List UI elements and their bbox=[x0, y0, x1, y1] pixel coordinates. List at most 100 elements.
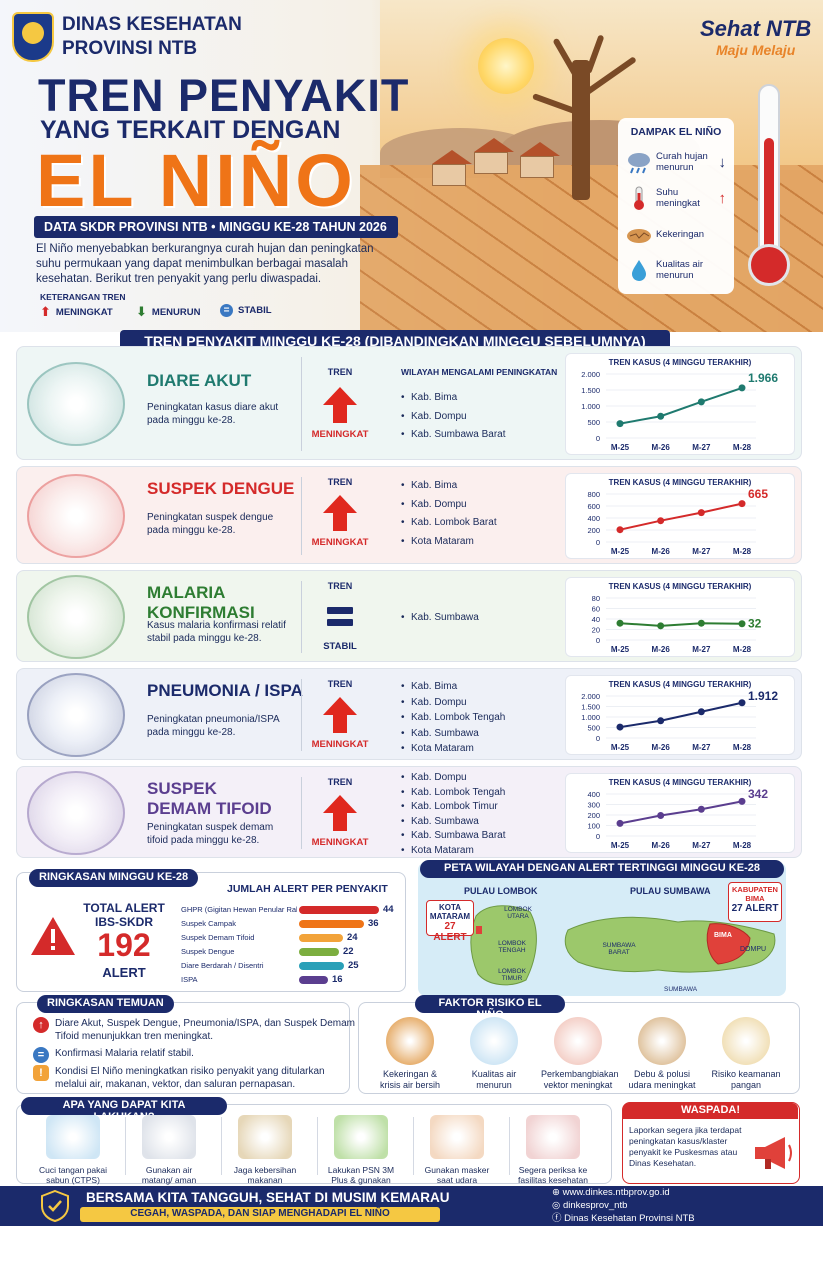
mosquito-icon bbox=[554, 1017, 602, 1065]
footer-instagram[interactable]: ◎ dinkesprov_ntb bbox=[552, 1199, 695, 1212]
bar-label: Suspek Demam Tifoid bbox=[181, 933, 255, 942]
region-item: Kab. Sumbawa Barat bbox=[399, 426, 506, 445]
website-link[interactable]: www.dinkes.ntbprov.go.id bbox=[562, 1187, 670, 1198]
trend-label: TREN bbox=[327, 581, 353, 591]
divider bbox=[301, 679, 302, 751]
main-title-line3: EL NIÑO bbox=[36, 139, 356, 222]
bars-title: JUMLAH ALERT PER PENYAKIT bbox=[227, 883, 388, 895]
facebook-link[interactable]: Dinas Kesehatan Provinsi NTB bbox=[564, 1213, 695, 1224]
regions-list: Kab. DompuKab. Lombok TengahKab. Lombok … bbox=[399, 771, 506, 858]
trend-value: MENINGKAT bbox=[311, 739, 369, 750]
region-label: SUMBAWA BARAT bbox=[602, 942, 636, 956]
series-line bbox=[619, 800, 743, 825]
house-icon bbox=[520, 142, 560, 178]
regions-header: WILAYAH MENGALAMI PENINGKATAN bbox=[401, 367, 558, 377]
logo-emblem bbox=[22, 22, 44, 44]
dampak-label: Kualitas air menurun bbox=[656, 259, 703, 281]
arrow-up-icon: ↑ bbox=[718, 189, 727, 207]
brand-tagline: Maju Melaju bbox=[716, 42, 796, 58]
disease-description: Peningkatan suspek demam tifoid pada min… bbox=[147, 822, 274, 846]
data-point bbox=[697, 805, 705, 813]
equals-icon bbox=[327, 607, 353, 626]
region-item: Kab. Bima bbox=[399, 389, 506, 408]
bar-label: Suspek Campak bbox=[181, 919, 237, 928]
alert-bar bbox=[299, 948, 339, 956]
legend-label: MENINGKAT bbox=[55, 306, 113, 318]
arrow-up-icon bbox=[323, 795, 357, 831]
footer-web[interactable]: ⊕ www.dinkes.ntbprov.go.id bbox=[552, 1186, 695, 1199]
trend-label: TREN bbox=[327, 477, 353, 487]
data-point bbox=[657, 517, 665, 525]
trend-value: MENINGKAT bbox=[311, 429, 369, 440]
faktor-item: Kualitas air menurun bbox=[457, 1017, 531, 1091]
faktor-label: Kekeringan & krisis air bersih bbox=[379, 1069, 440, 1090]
mataram-label: KOTA MATARAM bbox=[429, 903, 471, 921]
x-tick-label: M-26 bbox=[652, 547, 671, 556]
trend-label: TREN bbox=[327, 679, 353, 689]
disease-name: DIARE AKUT bbox=[147, 371, 252, 390]
y-tick-label: 0 bbox=[596, 434, 600, 443]
temuan-text: Diare Akut, Suspek Dengue, Pneumonia/ISP… bbox=[55, 1018, 355, 1042]
region-item: Kab. Lombok Timur bbox=[399, 800, 506, 815]
line-chart-svg: 2.000 1.500 1.000 500 0 M-25 M-26 M-27 M-28 1.966 bbox=[581, 370, 778, 452]
x-tick-label: M-28 bbox=[733, 443, 752, 452]
data-point bbox=[697, 509, 705, 517]
data-point bbox=[697, 708, 705, 716]
divider bbox=[301, 581, 302, 653]
y-tick-label: 200 bbox=[587, 526, 600, 535]
alert-bar bbox=[299, 920, 364, 928]
aksi-item: Cuci tangan pakai sabun (CTPS) bbox=[35, 1115, 111, 1185]
y-tick-label: 1.500 bbox=[581, 386, 600, 395]
alert-bar bbox=[299, 976, 328, 984]
waspada-panel: WASPADA! Laporkan segera jika terdapat p… bbox=[622, 1102, 800, 1184]
disease-card-suspek-dengue: SUSPEK DENGUE Peningkatan suspek dengue p… bbox=[16, 466, 802, 564]
region-item: Kab. Dompu bbox=[399, 496, 497, 515]
trend-chart: TREN KASUS (4 MINGGU TERAKHIR) 800 600 400 2… bbox=[565, 473, 795, 559]
y-tick-label: 500 bbox=[587, 418, 600, 427]
house-icon bbox=[432, 150, 472, 186]
map-panel: PETA WILAYAH DENGAN ALERT TERTINGGI MING… bbox=[418, 860, 786, 996]
x-tick-label: M-26 bbox=[652, 443, 671, 452]
x-tick-label: M-27 bbox=[692, 443, 711, 452]
hero-section: DINAS KESEHATAN PROVINSI NTB Sehat NTB M… bbox=[0, 0, 823, 332]
y-tick-label: 100 bbox=[587, 822, 600, 831]
instagram-link[interactable]: dinkesprov_ntb bbox=[562, 1200, 628, 1211]
footer-facebook[interactable]: ⓕ Dinas Kesehatan Provinsi NTB bbox=[552, 1212, 695, 1225]
region-item: Kab. Sumbawa Barat bbox=[399, 829, 506, 844]
y-tick-label: 1.000 bbox=[581, 402, 600, 411]
disease-card-suspek-demam-tifoid: SUSPEK DEMAM TIFOID Peningkatan suspek de… bbox=[16, 766, 802, 858]
trend-chart: TREN KASUS (4 MINGGU TERAKHIR) 80 60 40 20 0 M… bbox=[565, 577, 795, 657]
y-tick-label: 40 bbox=[592, 615, 600, 624]
dampak-item: Suhu meningkat ↑ bbox=[626, 180, 726, 216]
mataram-alert: 27 ALERT bbox=[433, 921, 467, 943]
last-value-label: 665 bbox=[748, 487, 768, 501]
dampak-item: Kekeringan bbox=[626, 216, 726, 252]
divider bbox=[125, 1117, 126, 1175]
faktor-label: Risiko keamanan pangan bbox=[711, 1069, 781, 1090]
dampak-label: Curah hujan menurun bbox=[656, 151, 708, 173]
y-tick-label: 1.500 bbox=[581, 703, 600, 712]
disease-name: PNEUMONIA / ISPA bbox=[147, 681, 303, 700]
y-tick-label: 400 bbox=[587, 790, 600, 799]
dead-tree-icon bbox=[572, 60, 590, 200]
dust-icon bbox=[638, 1017, 686, 1065]
disease-description: Peningkatan pneumonia/ISPA pada minggu k… bbox=[147, 714, 280, 738]
divider bbox=[317, 1117, 318, 1175]
map-title: PETA WILAYAH DENGAN ALERT TERTINGGI MING… bbox=[420, 860, 784, 878]
bar-label: Suspek Dengue bbox=[181, 947, 235, 956]
footer-contacts: ⊕ www.dinkes.ntbprov.go.id ◎ dinkesprov_… bbox=[552, 1186, 695, 1225]
x-tick-label: M-25 bbox=[611, 645, 630, 654]
bar-value: 16 bbox=[332, 974, 343, 985]
data-point bbox=[738, 699, 746, 707]
y-tick-label: 500 bbox=[587, 724, 600, 733]
thermometer-bulb bbox=[748, 244, 790, 286]
ringkasan-title: RINGKASAN MINGGU KE-28 bbox=[29, 869, 199, 887]
trend-value: MENINGKAT bbox=[311, 837, 369, 848]
region-item: Kab. Dompu bbox=[399, 771, 506, 786]
ibs-skdr-label: IBS-SKDR bbox=[94, 915, 153, 929]
sumbawa-label: PULAU SUMBAWA bbox=[630, 886, 711, 896]
exclamation-icon: ! bbox=[33, 1065, 49, 1081]
footer-tagline: CEGAH, WASPADA, DAN SIAP MENGHADAPI EL N… bbox=[80, 1207, 440, 1222]
faktor-item: Risiko keamanan pangan bbox=[709, 1017, 783, 1091]
